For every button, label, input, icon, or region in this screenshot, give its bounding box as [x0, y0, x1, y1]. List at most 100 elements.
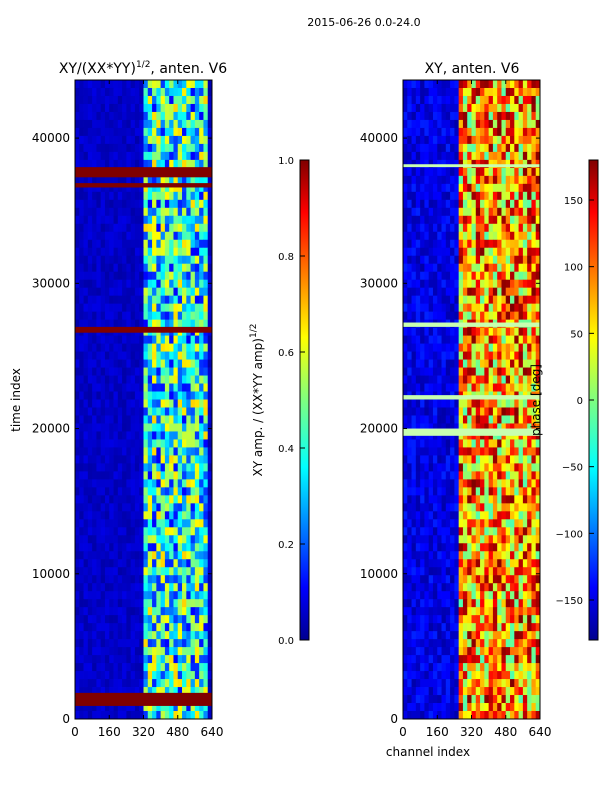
heatmap-cell: [117, 431, 123, 440]
heatmap-cell: [441, 383, 447, 392]
heatmap-cell: [96, 80, 102, 89]
heatmap-cell: [122, 559, 127, 568]
heatmap-cell: [467, 639, 472, 648]
heatmap-cell: [432, 543, 438, 552]
heatmap-cell: [190, 415, 196, 424]
heatmap-cell: [173, 359, 179, 368]
heatmap-cell: [484, 487, 490, 496]
heatmap-cell: [510, 471, 515, 480]
heatmap-cell: [104, 223, 110, 233]
heatmap-cell: [480, 191, 485, 201]
heatmap-cell: [79, 255, 84, 265]
heatmap-cell: [432, 279, 438, 289]
heatmap-cell: [454, 447, 460, 456]
heatmap-cell: [454, 543, 460, 552]
heatmap-cell: [467, 295, 472, 305]
heatmap-cell: [113, 607, 119, 616]
heatmap-cell: [415, 175, 421, 185]
heatmap-cell: [139, 80, 144, 89]
heatmap-cell: [424, 103, 430, 113]
heatmap-cell: [510, 535, 515, 544]
heatmap-cell: [182, 80, 187, 89]
heatmap-cell: [190, 527, 196, 536]
heatmap-cell: [109, 359, 114, 368]
heatmap-cell: [160, 559, 166, 568]
heatmap-cell: [199, 271, 204, 281]
heatmap-cell: [497, 175, 502, 185]
heatmap-cell: [407, 535, 412, 544]
heatmap-cell: [403, 247, 408, 257]
heatmap-cell: [432, 327, 438, 336]
heatmap-cell: [450, 599, 455, 608]
heatmap-cell: [454, 583, 460, 592]
heatmap-cell: [428, 615, 434, 624]
heatmap-cell: [458, 111, 464, 121]
heatmap-cell: [445, 583, 451, 592]
heatmap-cell: [535, 415, 541, 424]
heatmap-cell: [173, 455, 179, 464]
heatmap-cell: [484, 223, 490, 233]
heatmap-cell: [420, 535, 425, 544]
heatmap-cell: [535, 399, 541, 408]
heatmap-cell: [109, 343, 114, 352]
heatmap-cell: [462, 607, 468, 616]
heatmap-cell: [152, 567, 157, 576]
heatmap-cell: [113, 199, 119, 209]
heatmap-cell: [497, 535, 502, 544]
heatmap-cell: [126, 255, 132, 265]
heatmap-cell: [160, 119, 166, 129]
heatmap-cell: [207, 383, 213, 392]
heatmap-cell: [182, 711, 187, 720]
heatmap-cell: [432, 559, 438, 568]
heatmap-cell: [454, 367, 460, 376]
heatmap-cell: [497, 511, 502, 520]
heatmap-cell: [152, 463, 157, 472]
heatmap-cell: [83, 463, 89, 472]
heatmap-cell: [109, 599, 114, 608]
heatmap-cell: [126, 287, 132, 297]
heatmap-cell: [79, 319, 84, 329]
heatmap-cell: [420, 583, 425, 592]
heatmap-cell: [480, 575, 485, 584]
heatmap-cell: [152, 80, 157, 89]
heatmap-cell: [475, 399, 481, 408]
heatmap-cell: [480, 311, 485, 321]
heatmap-cell: [92, 551, 97, 560]
heatmap-cell: [484, 503, 490, 512]
heatmap-cell: [407, 375, 412, 384]
x-tick-label: 480: [166, 725, 189, 739]
heatmap-cell: [467, 623, 472, 632]
heatmap-cell: [169, 151, 174, 161]
heatmap-cell: [186, 535, 191, 544]
heatmap-cell: [139, 279, 144, 289]
heatmap-cell: [454, 295, 460, 305]
heatmap-cell: [79, 127, 84, 137]
heatmap-cell: [130, 519, 136, 528]
heatmap-cell: [160, 215, 166, 225]
heatmap-cell: [437, 623, 442, 632]
heatmap-cell: [126, 263, 132, 273]
heatmap-cell: [199, 423, 204, 432]
heatmap-cell: [164, 671, 170, 680]
heatmap-cell: [411, 647, 417, 656]
heatmap-cell: [143, 263, 149, 273]
heatmap-cell: [488, 615, 494, 624]
heatmap-cell: [113, 271, 119, 281]
heatmap-cell: [531, 599, 537, 608]
heatmap-cell: [535, 599, 541, 608]
heatmap-cell: [160, 655, 166, 664]
heatmap-cell: [147, 447, 153, 456]
heatmap-cell: [531, 519, 537, 528]
heatmap-cell: [100, 271, 106, 281]
heatmap-cell: [83, 279, 89, 289]
heatmap-cell: [458, 343, 464, 352]
heatmap-cell: [424, 343, 430, 352]
heatmap-cell: [514, 583, 519, 592]
heatmap-cell: [203, 255, 209, 265]
heatmap-cell: [83, 519, 89, 528]
heatmap-cell: [450, 487, 455, 496]
heatmap-cell: [531, 271, 537, 281]
heatmap-cell: [432, 87, 438, 97]
heatmap-cell: [83, 111, 89, 121]
heatmap-cell: [488, 383, 494, 392]
